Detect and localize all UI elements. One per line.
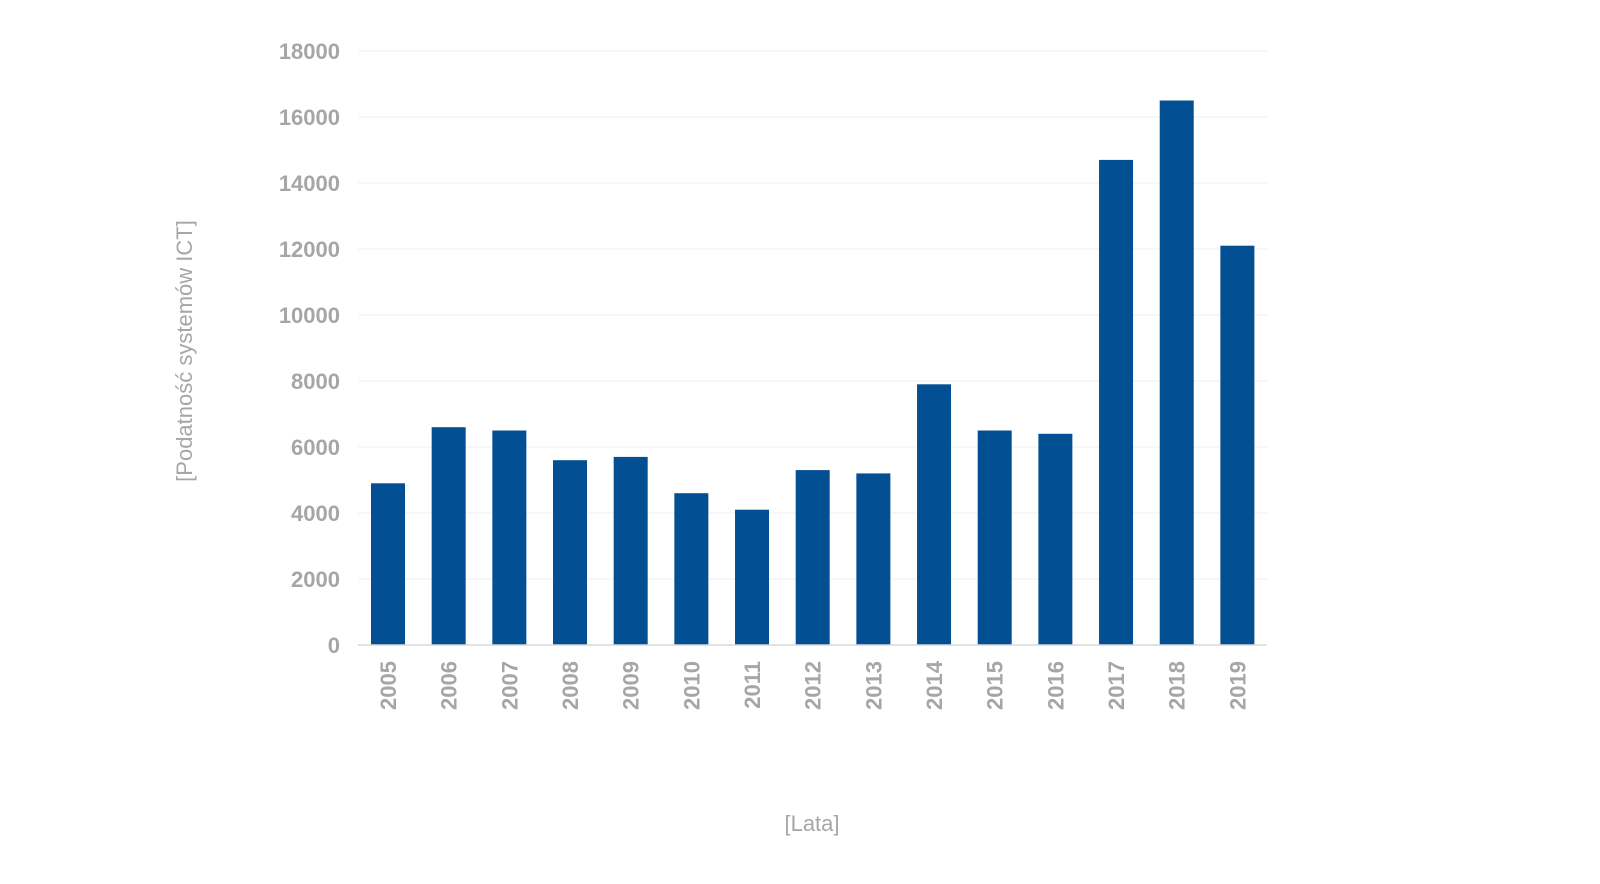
y-tick-label: 14000: [279, 171, 340, 196]
bar-2012: [795, 470, 830, 645]
x-tick-label: 2005: [376, 661, 401, 710]
bar-2006: [431, 427, 466, 645]
y-tick-label: 4000: [291, 501, 340, 526]
y-axis-title: [Podatność systemów ICT]: [172, 220, 197, 482]
bar-2019: [1220, 245, 1255, 645]
y-tick-label: 18000: [279, 39, 340, 64]
bar-2011: [735, 509, 770, 645]
y-tick-label: 6000: [291, 435, 340, 460]
bars: [371, 100, 1255, 645]
y-tick-label: 8000: [291, 369, 340, 394]
x-tick-label: 2008: [558, 661, 583, 710]
bar-2015: [977, 430, 1012, 645]
bar-2014: [917, 384, 952, 645]
x-tick-label: 2006: [437, 661, 462, 710]
bar-2010: [674, 493, 709, 645]
bar-2018: [1159, 100, 1194, 645]
x-tick-label: 2014: [922, 660, 947, 710]
y-tick-label: 16000: [279, 105, 340, 130]
bar-2009: [613, 456, 648, 645]
x-axis-ticks: 2005 2006 2007 2008 2009 2010 2011 2012 2013 2014…: [376, 660, 1250, 710]
x-tick-label: 2019: [1225, 661, 1250, 710]
y-tick-label: 10000: [279, 303, 340, 328]
bar-2017: [1099, 159, 1134, 645]
bar-2005: [371, 483, 405, 645]
x-axis-title: [Lata]: [784, 811, 839, 836]
y-tick-label: 2000: [291, 567, 340, 592]
x-tick-label: 2013: [861, 661, 886, 710]
y-tick-label: 0: [328, 633, 340, 658]
bar-2013: [856, 473, 891, 645]
x-tick-label: 2007: [497, 661, 522, 710]
bar-2007: [492, 430, 527, 645]
y-tick-label: 12000: [279, 237, 340, 262]
bar-2016: [1038, 433, 1073, 645]
bar-2008: [553, 460, 588, 645]
x-tick-label: 2012: [801, 661, 826, 710]
x-tick-label: 2010: [679, 661, 704, 710]
x-tick-label: 2011: [740, 661, 765, 709]
y-axis-ticks: 0 2000 4000 6000 8000 10000 12000 14000 16000 180…: [279, 39, 340, 658]
x-tick-label: 2015: [983, 661, 1008, 710]
x-tick-label: 2016: [1043, 661, 1068, 710]
x-tick-label: 2017: [1104, 661, 1129, 710]
x-tick-label: 2018: [1165, 661, 1190, 710]
x-tick-label: 2009: [619, 661, 644, 710]
